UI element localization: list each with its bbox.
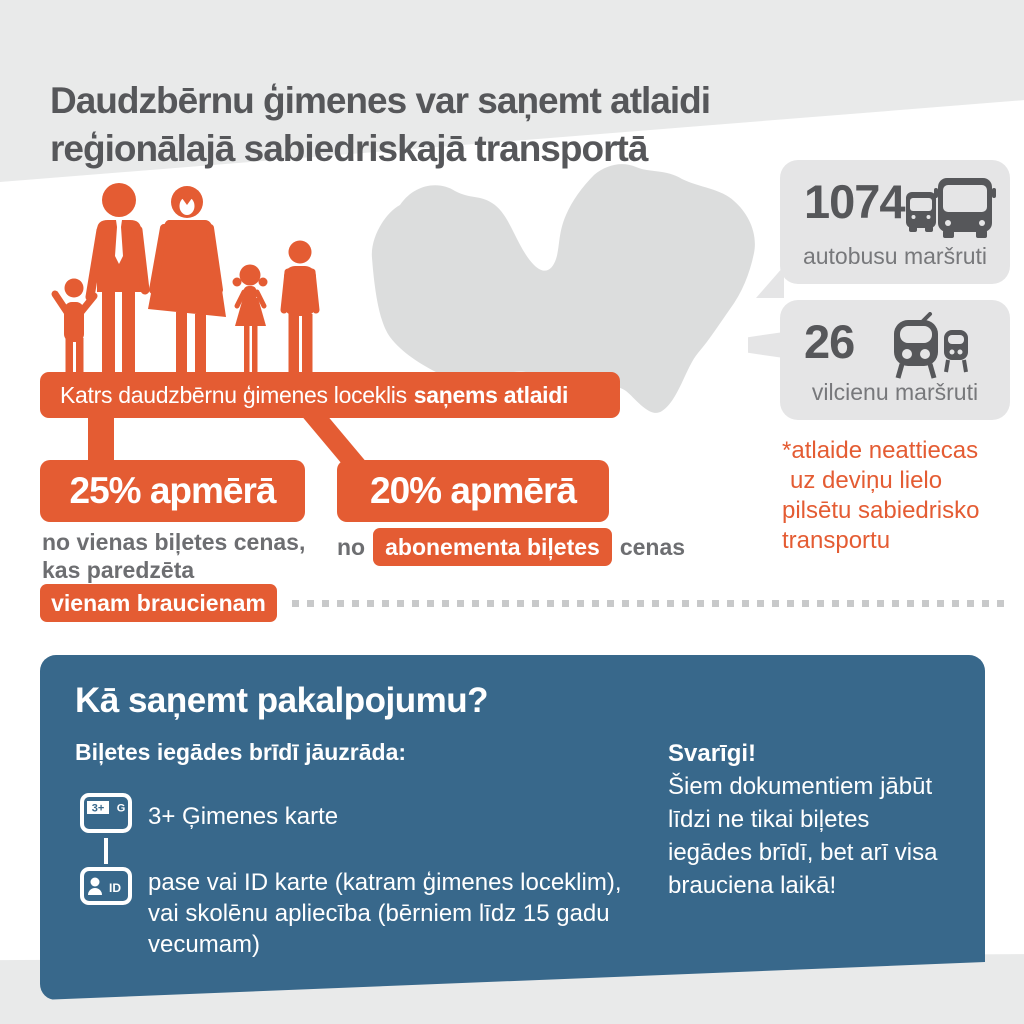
single-ride-highlight: vienam braucienam (40, 584, 277, 622)
family-card-icon: 3+ G (80, 793, 132, 833)
train-routes-label: vilcienu maršruti (811, 379, 979, 405)
banner-text-bold: saņems atlaidi (413, 381, 569, 408)
how-to-panel: Kā saņemt pakalpojumu? Biļetes iegādes b… (40, 655, 985, 1000)
panel-subheading: Biļetes iegādes brīdī jāuzrāda: (75, 739, 407, 765)
stat-card-train: 26 vilcienu maršruti (780, 300, 1010, 420)
bus-icon (906, 178, 996, 238)
important-line: brauciena laikā! (668, 872, 837, 899)
disclaimer-line: *atlaide neattiecas (782, 437, 979, 464)
discount-20-suffix: cenas (619, 534, 686, 560)
father-figure (85, 183, 150, 375)
discount-20-description: no abonementa biļetes cenas (337, 528, 685, 566)
son-figure (280, 240, 320, 375)
family-illustration (51, 183, 320, 375)
disclaimer-line: uz deviņu lielo (790, 467, 943, 494)
discount-box-20: 20% apmērā (337, 460, 609, 522)
important-line: iegādes brīdī, bet arī visa (668, 839, 938, 866)
important-line: Šiem dokumentiem jābūt (668, 773, 933, 800)
discount-20-amount: 20% apmērā (370, 470, 577, 511)
train-card-tail (748, 332, 784, 358)
discount-25-amount: 25% apmērā (69, 470, 277, 511)
map-of-latvia (371, 164, 755, 413)
dotted-divider (292, 600, 1006, 607)
stat-card-bus: 1074 autobusu maršruti (780, 160, 1010, 284)
banner-text: Katrs daudzbērnu ģimenes loceklis (60, 381, 407, 408)
requirement-id-line: vai skolēnu apliecība (bērniem līdz 15 g… (148, 900, 610, 927)
discount-25-description: no vienas biļetes cenas, kas paredzēta (42, 528, 305, 584)
panel-heading: Kā saņemt pakalpojumu? (75, 681, 488, 720)
discount-banner: Katrs daudzbērnu ģimenes loceklis saņems… (40, 372, 620, 418)
requirement-id-line: vecumam) (148, 931, 261, 958)
discount-20-prefix: no (337, 534, 366, 560)
id-card-icon: ID (80, 867, 132, 905)
subscription-highlight: abonementa biļetes (373, 528, 612, 566)
train-icon (894, 312, 968, 379)
connector-left (88, 412, 114, 464)
disclaimer-line: transportu (782, 527, 891, 554)
requirement-id-documents: pase vai ID karte (katram ģimenes locekl… (148, 867, 653, 960)
discount-25-desc-line-1: no vienas biļetes cenas, (42, 529, 306, 555)
title-line-2: reģionālajā sabiedriskajā transportā (50, 127, 648, 169)
discount-box-25: 25% apmērā (40, 460, 305, 522)
single-ride-highlight-text: vienam braucienam (51, 589, 266, 616)
requirement-family-card: 3+ Ģimenes karte (148, 803, 339, 830)
page-title: Daudzbērnu ģimenes var saņemt atlaidi re… (50, 77, 711, 173)
important-note: Svarīgi! Šiem dokumentiem jābūt līdzi ne… (668, 737, 985, 902)
child-raising-arms-figure (51, 278, 98, 375)
requirement-id-line: pase vai ID karte (katram ģimenes locekl… (148, 869, 622, 896)
disclaimer-line: pilsētu sabiedrisko (782, 497, 980, 524)
important-line: līdzi ne tikai biļetes (668, 806, 870, 833)
important-heading: Svarīgi! (668, 740, 757, 767)
bus-routes-label: autobusu maršruti (802, 243, 988, 269)
train-routes-count: 26 (804, 315, 855, 368)
subscription-highlight-text: abonementa biļetes (385, 534, 600, 560)
daughter-figure (232, 264, 268, 375)
bus-routes-count: 1074 (804, 175, 906, 228)
family-card-3plus-text: 3+ (92, 803, 105, 815)
id-card-text: ID (109, 881, 121, 895)
icon-connector-line (104, 838, 108, 864)
discount-25-desc-line-2: kas paredzēta (42, 557, 195, 583)
mother-figure (148, 186, 226, 375)
family-card-g-text: G (117, 803, 126, 815)
disclaimer-note: *atlaide neattiecas uz deviņu lielo pils… (782, 436, 1018, 556)
title-line-1: Daudzbērnu ģimenes var saņemt atlaidi (50, 79, 711, 121)
